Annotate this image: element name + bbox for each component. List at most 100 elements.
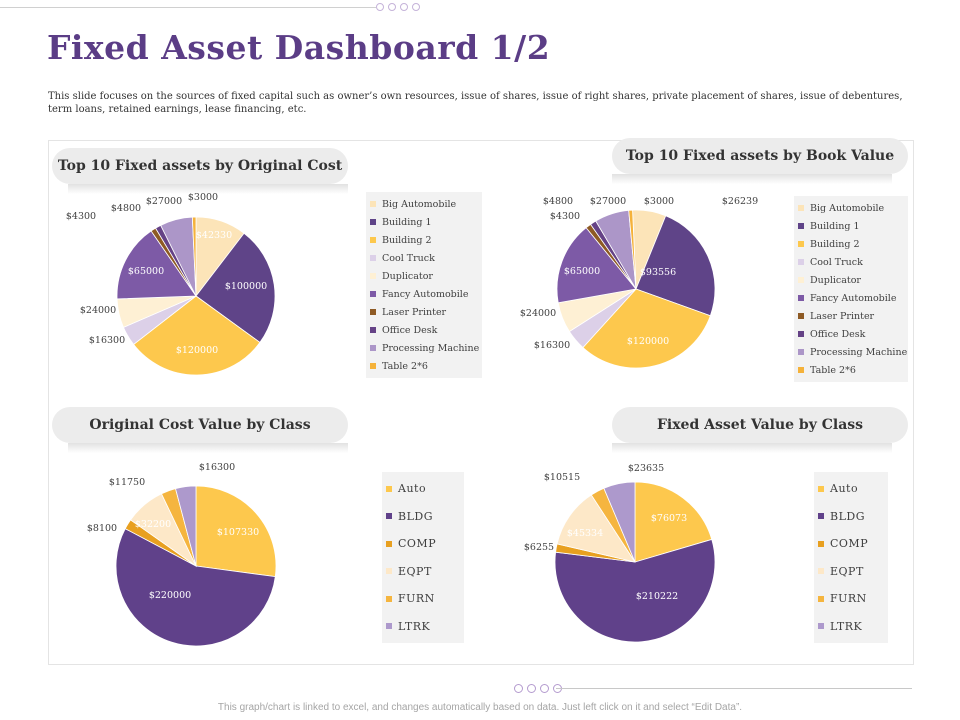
legend-swatch xyxy=(386,485,392,492)
data-label: $11750 xyxy=(109,477,145,488)
dot-icon xyxy=(388,3,396,11)
legend-label: Processing Machine xyxy=(810,346,908,358)
legend-swatch xyxy=(370,309,376,315)
legend-label: Duplicator xyxy=(810,274,861,286)
data-label: $65000 xyxy=(564,266,600,277)
legend-label: Processing Machine xyxy=(382,342,480,354)
legend-swatch xyxy=(798,367,804,373)
legend-label: Building 2 xyxy=(810,238,860,250)
legend-label: Building 1 xyxy=(382,216,432,228)
pie-slice-ltrk[interactable] xyxy=(175,485,197,567)
legend-swatch xyxy=(370,237,376,243)
legend-item: Building 2 xyxy=(798,235,904,253)
legend-item: Table 2*6 xyxy=(798,361,904,379)
legend-cost-by-class: Auto BLDG COMP EQPT FURN LTRK xyxy=(382,472,464,643)
legend-label: FURN xyxy=(830,592,867,606)
dot-icon xyxy=(376,3,384,11)
pie-slice-building-2[interactable] xyxy=(582,288,711,369)
pie-book-value: $26239 $93556 $120000 $16300 $24000 $65000 $43… xyxy=(520,196,758,369)
legend-label: Fancy Automobile xyxy=(810,292,897,304)
legend-label: Office Desk xyxy=(382,324,438,336)
pie-slice-building-1[interactable] xyxy=(635,215,716,317)
legend-label: Big Automobile xyxy=(810,202,885,214)
legend-item: Cool Truck xyxy=(370,249,478,267)
pie-slice-table-2-6[interactable] xyxy=(628,209,637,290)
top-divider xyxy=(0,7,376,8)
legend-item: BLDG xyxy=(818,503,884,531)
legend-book-value: Big Automobile Building 1 Building 2 Cool T… xyxy=(794,196,908,382)
legend-item: Fancy Automobile xyxy=(798,289,904,307)
legend-swatch xyxy=(386,513,392,520)
page-title: Fixed Asset Dashboard 1/2 xyxy=(47,28,551,67)
legend-swatch xyxy=(370,291,376,297)
data-label: $27000 xyxy=(590,196,626,207)
legend-label: COMP xyxy=(830,537,869,551)
pie-slice-eqpt[interactable] xyxy=(556,494,636,563)
data-label: $26239 xyxy=(722,196,758,207)
legend-swatch xyxy=(798,259,804,265)
data-label: $210222 xyxy=(636,591,678,602)
pie-value-by-class: $76073 $210222 $6255 $45334 $10515 $23635 xyxy=(524,463,716,643)
legend-swatch xyxy=(370,363,376,369)
legend-item: Processing Machine xyxy=(798,343,908,361)
legend-swatch xyxy=(818,485,824,492)
pie-cost-by-class: $107330 $220000 $8100 $32200 $11750 $16300 xyxy=(87,462,277,647)
legend-label: Cool Truck xyxy=(382,252,435,264)
legend-swatch xyxy=(386,623,392,630)
legend-label: Big Automobile xyxy=(382,198,457,210)
data-label: $42330 xyxy=(196,230,232,241)
pie-slice-table-2-6[interactable] xyxy=(191,216,197,297)
bottom-divider xyxy=(556,688,912,689)
legend-swatch xyxy=(818,595,824,602)
chart-title-book-value: Top 10 Fixed assets by Book Value xyxy=(612,138,908,184)
legend-item: Duplicator xyxy=(798,271,904,289)
pie-slice-ltrk[interactable] xyxy=(603,481,636,563)
legend-item: FURN xyxy=(386,585,460,613)
legend-label: Table 2*6 xyxy=(382,360,428,372)
pie-slice-building-2[interactable] xyxy=(133,295,261,376)
pie-slice-auto[interactable] xyxy=(634,481,713,563)
legend-label: EQPT xyxy=(398,564,432,578)
pie-slice-bldg[interactable] xyxy=(554,538,716,643)
data-label: $16300 xyxy=(89,335,125,346)
legend-item: Cool Truck xyxy=(798,253,904,271)
pie-slice-fancy-automobile[interactable] xyxy=(116,230,197,300)
legend-swatch xyxy=(370,219,376,225)
data-label: $10515 xyxy=(544,472,580,483)
pie-slice-building-1[interactable] xyxy=(195,232,276,343)
data-label: $3000 xyxy=(188,192,218,203)
page-description: This slide focuses on the sources of fix… xyxy=(48,91,903,115)
legend-swatch xyxy=(798,313,804,319)
legend-label: Auto xyxy=(398,482,427,496)
chart-title-cost-by-class: Original Cost Value by Class xyxy=(52,407,348,453)
legend-swatch xyxy=(818,540,824,547)
legend-swatch xyxy=(798,205,804,211)
data-label: $65000 xyxy=(128,266,164,277)
data-label: $24000 xyxy=(520,308,556,319)
legend-label: Auto xyxy=(830,482,859,496)
legend-swatch xyxy=(798,331,804,337)
pie-slice-auto[interactable] xyxy=(195,485,277,578)
pie-slice-fancy-automobile[interactable] xyxy=(556,227,637,304)
data-label: $120000 xyxy=(627,336,669,347)
legend-label: LTRK xyxy=(830,619,863,633)
legend-item: Table 2*6 xyxy=(370,357,478,375)
legend-label: Office Desk xyxy=(810,328,866,340)
legend-swatch xyxy=(370,201,376,207)
legend-swatch xyxy=(370,327,376,333)
data-label: $4800 xyxy=(543,196,573,207)
legend-item: Processing Machine xyxy=(370,339,480,357)
data-label: $16300 xyxy=(199,462,235,473)
legend-item: Building 1 xyxy=(370,213,478,231)
legend-label: EQPT xyxy=(830,564,864,578)
legend-swatch xyxy=(370,273,376,279)
data-label: $24000 xyxy=(80,305,116,316)
data-label: $4300 xyxy=(66,211,96,222)
legend-swatch xyxy=(798,241,804,247)
data-label: $220000 xyxy=(149,590,191,601)
legend-label: BLDG xyxy=(830,509,865,523)
pie-slice-bldg[interactable] xyxy=(115,528,276,647)
data-label: $76073 xyxy=(651,513,687,524)
legend-item: LTRK xyxy=(386,613,460,641)
